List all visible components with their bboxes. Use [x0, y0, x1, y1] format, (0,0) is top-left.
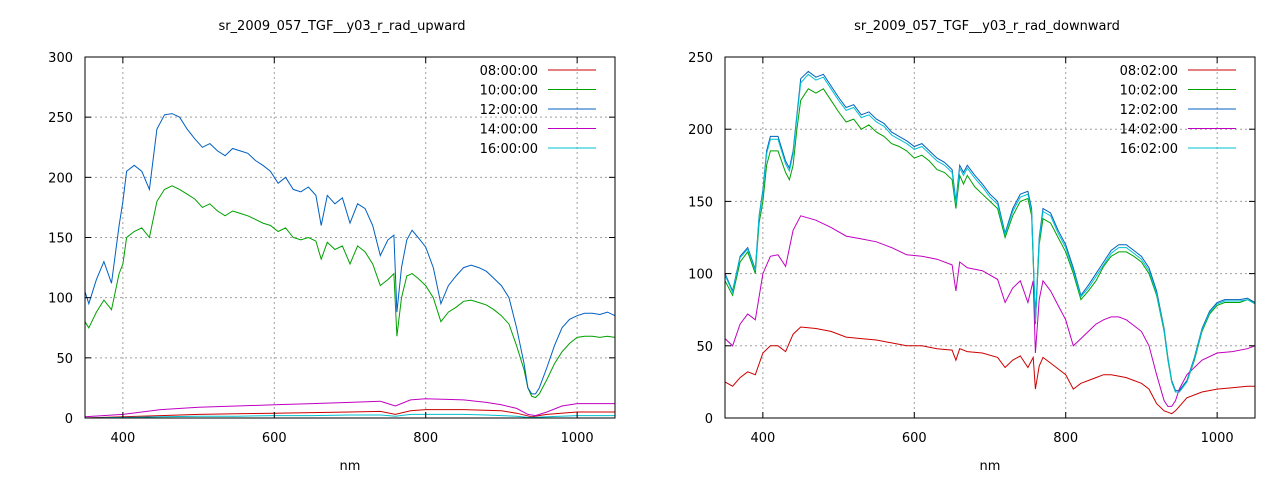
chart-1-legend-label-5: 16:00:00 [480, 142, 538, 157]
chart-1-legend-label-1: 08:00:00 [480, 64, 538, 79]
chart-2-x-tick-label: 800 [1053, 431, 1078, 446]
chart-2-series-line-4 [724, 215, 1256, 407]
chart-2-y-tick-label: 150 [688, 195, 713, 210]
chart-2-legend-label-4: 14:02:00 [1120, 123, 1178, 138]
chart-2-x-tick-label: 600 [902, 431, 927, 446]
chart-2-series-line-1 [724, 326, 1255, 415]
chart-1-y-tick-label: 150 [48, 232, 73, 247]
chart-1-y-tick-label: 100 [48, 292, 73, 307]
chart-1-x-tick-label: 800 [413, 431, 438, 446]
chart-2-y-tick-label: 200 [688, 123, 713, 138]
chart-2-series-line-3 [724, 70, 1256, 392]
chart-2-x-axis-label: nm [980, 459, 1001, 474]
chart-2-legend-label-3: 12:02:00 [1120, 103, 1178, 118]
chart-1-legend-label-4: 14:00:00 [480, 123, 538, 138]
chart-1-series-line-4 [84, 398, 615, 418]
chart-1-title: sr_2009_057_TGF__y03_r_rad_upward [218, 19, 465, 34]
chart-2-y-tick-label: 50 [696, 340, 713, 355]
chart-2-x-tick-label: 1000 [1201, 431, 1234, 446]
chart-1-y-tick-label: 200 [48, 171, 73, 186]
chart-1-y-tick-label: 250 [48, 111, 73, 126]
chart-2-y-tick-label: 250 [688, 51, 713, 66]
chart-1-series-line-5 [84, 413, 615, 419]
chart-2-legend-label-2: 10:02:00 [1120, 84, 1178, 99]
chart-1-y-tick-label: 300 [48, 51, 73, 66]
chart-1-y-tick-label: 50 [56, 352, 73, 367]
chart-1-legend-label-3: 12:00:00 [480, 103, 538, 118]
chart-1-legend-label-2: 10:00:00 [480, 84, 538, 99]
chart-1-x-axis-label: nm [340, 459, 361, 474]
chart-2-legend-label-5: 16:02:00 [1120, 142, 1178, 157]
chart-2-legend-label-1: 08:02:00 [1120, 64, 1178, 79]
chart-2-series-line-5 [724, 73, 1256, 393]
chart-1-x-tick-label: 600 [262, 431, 287, 446]
chart-2-y-tick-label: 100 [688, 268, 713, 283]
chart-2-title: sr_2009_057_TGF__y03_r_rad_downward [854, 19, 1120, 34]
chart-1-x-tick-label: 1000 [561, 431, 594, 446]
chart-1-series-line-2 [84, 185, 616, 399]
chart-1-series-line-3 [84, 113, 616, 395]
chart-1-x-tick-label: 400 [110, 431, 135, 446]
chart-2-x-tick-label: 400 [750, 431, 775, 446]
chart-2-plot-frame [724, 56, 1256, 419]
chart-2-y-tick-label: 0 [705, 412, 713, 427]
chart-1-series-line-1 [84, 409, 615, 419]
chart-1-y-tick-label: 0 [65, 412, 73, 427]
